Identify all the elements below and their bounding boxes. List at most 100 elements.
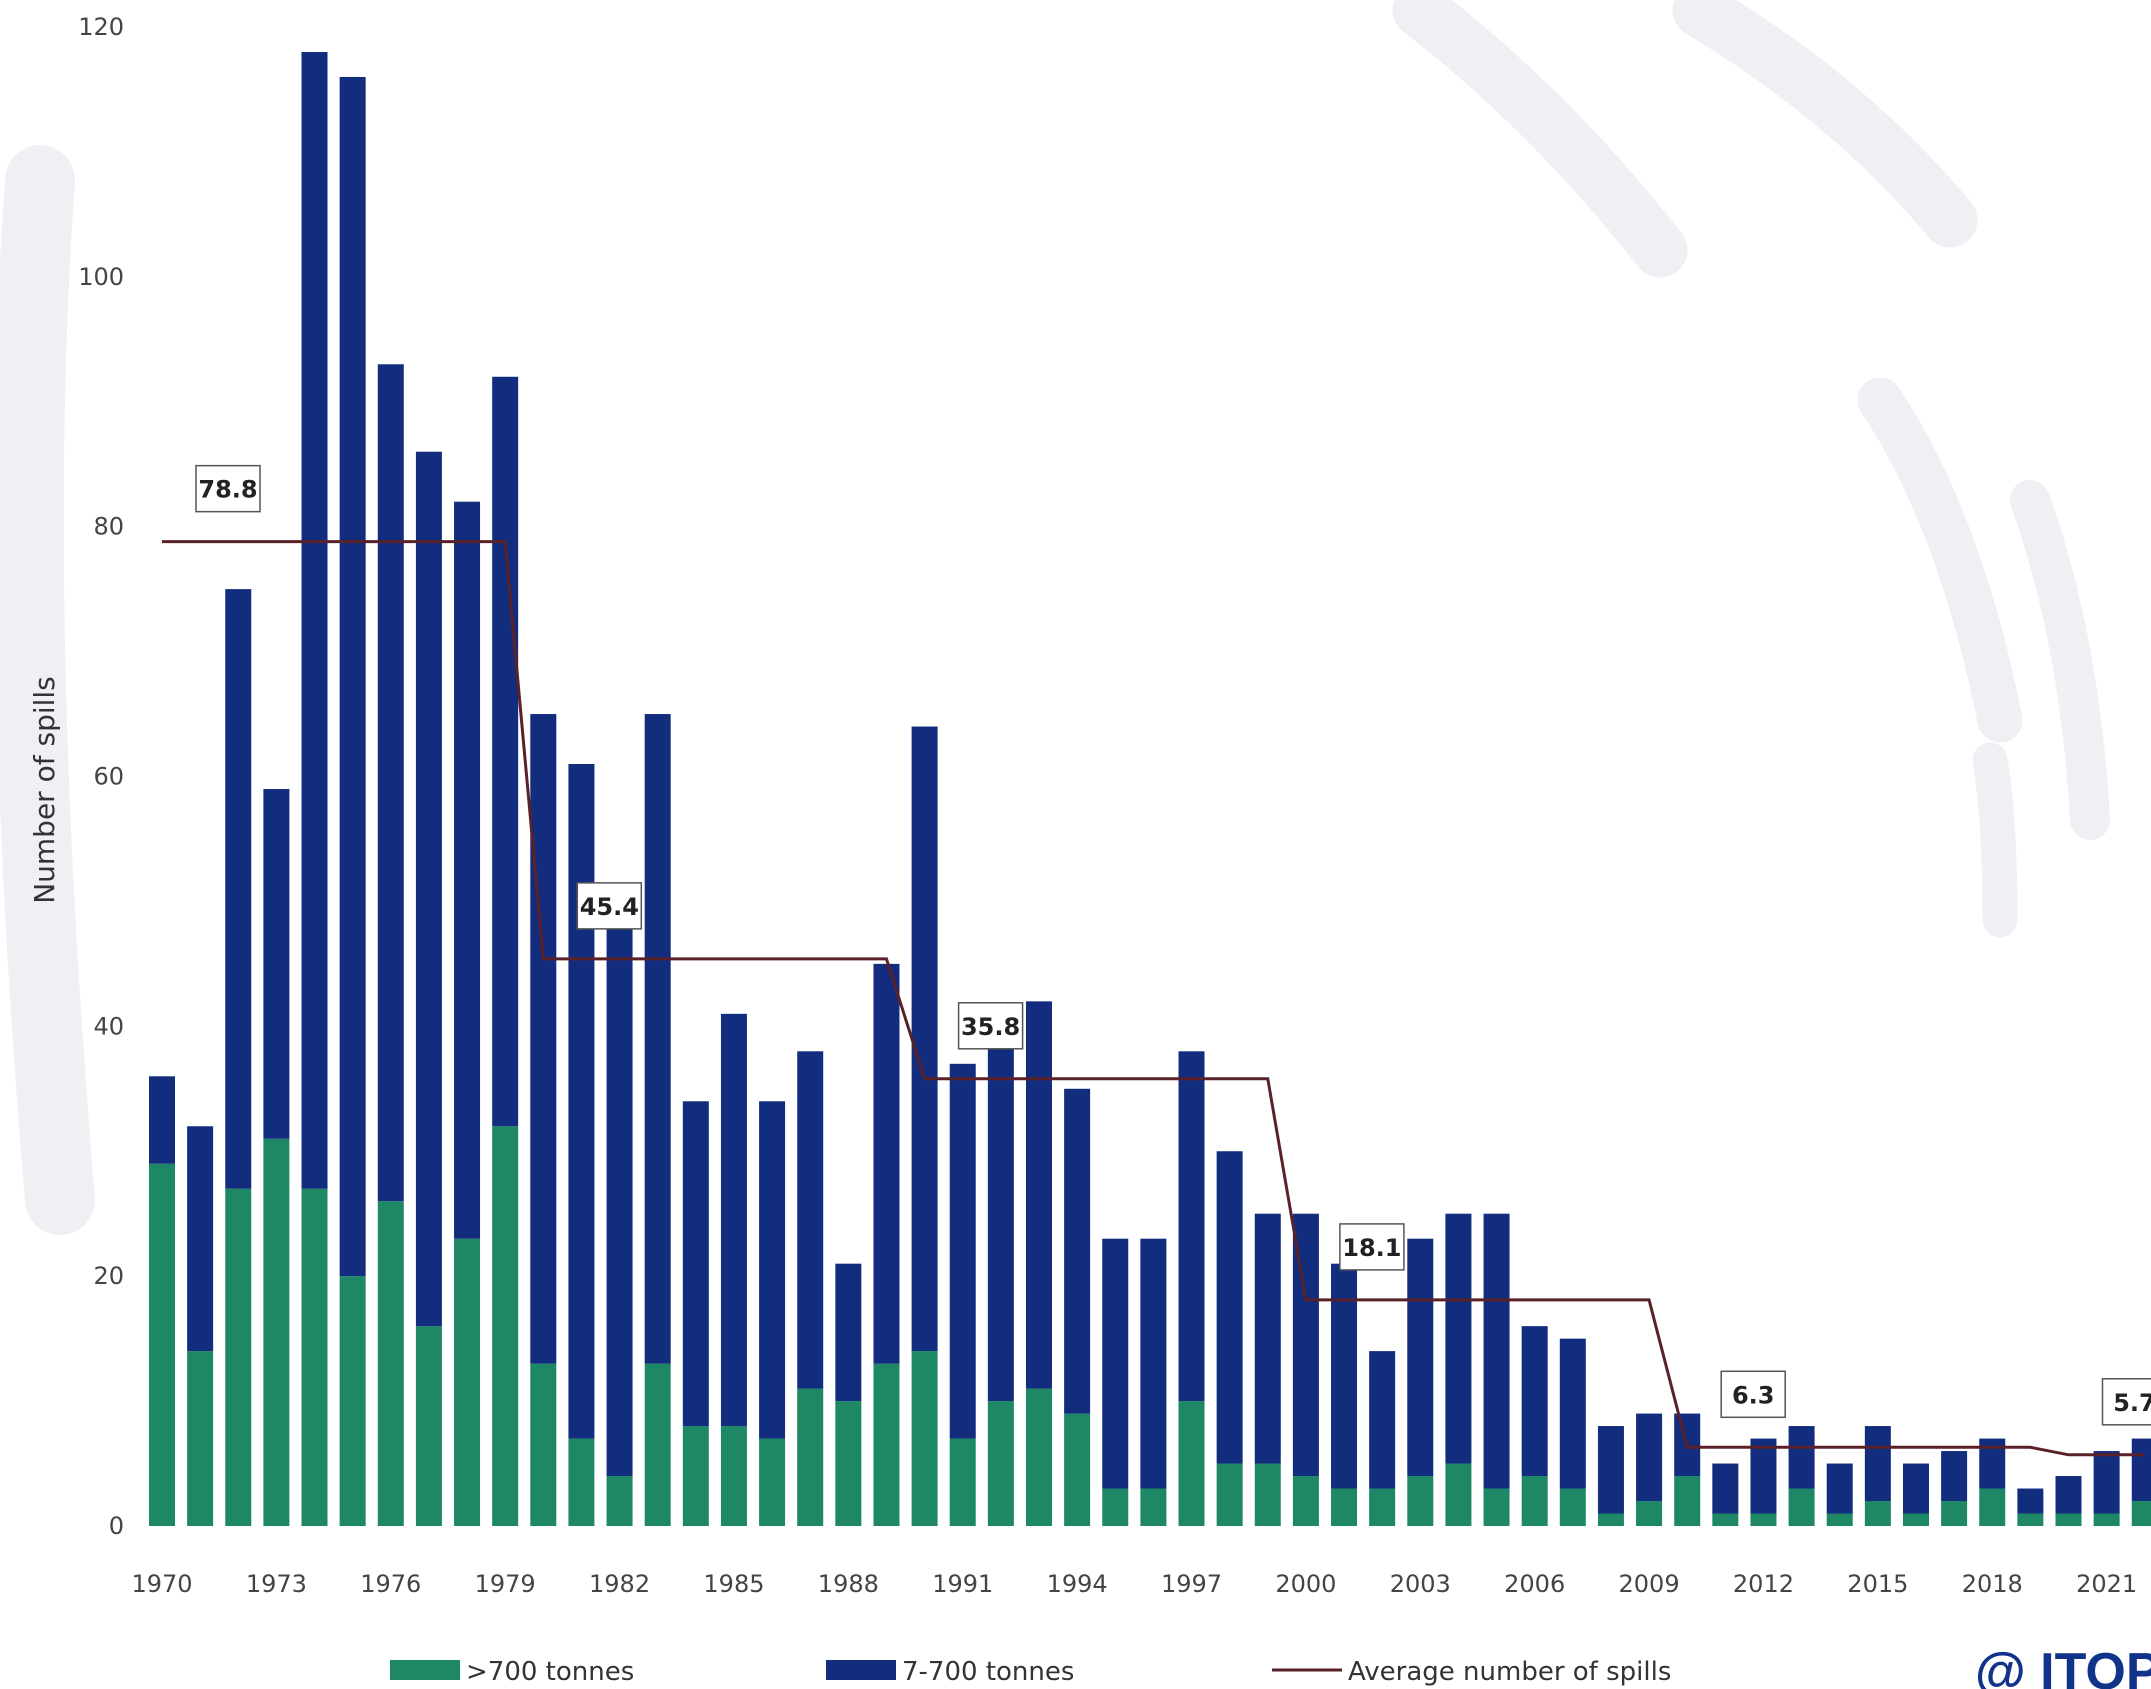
average-label-box [195,464,261,513]
bar-over-700-1981 [568,1438,595,1526]
background-watermark [0,0,2110,1235]
bar-7-700-1992 [987,1013,1014,1402]
bar-over-700-2003 [1407,1476,1434,1526]
average-label-text: 6.3 [1732,1381,1775,1409]
average-label-2: 35.8 [957,1002,1024,1050]
legend-label: 7-700 tonnes [902,1657,1074,1687]
bar-over-700-1996 [1140,1488,1167,1526]
watermark-arc-2 [1672,0,1978,248]
bar-over-700-1975 [339,1276,366,1526]
average-label-5: 5.7 [2101,1378,2151,1426]
bar-7-700-1972 [225,589,252,1189]
average-label-3: 18.1 [1339,1223,1405,1271]
x-tick-label: 2018 [1962,1570,2023,1598]
bar-over-700-2019 [2017,1513,2044,1526]
bar-7-700-2011 [1712,1463,1739,1514]
bar-over-700-1972 [225,1188,252,1526]
x-tick-label: 1976 [360,1570,421,1598]
y-tick-label: 20 [93,1262,124,1290]
bar-7-700-1997 [1178,1051,1205,1402]
x-tick-label: 1973 [246,1570,307,1598]
legend-item-2: Average number of spills [1272,1657,1671,1687]
bar-7-700-1987 [797,1051,824,1389]
bar-7-700-2001 [1331,1263,1358,1489]
legend-label: >700 tonnes [466,1657,634,1687]
bar-over-700-2008 [1597,1513,1624,1526]
bar-7-700-1974 [301,51,328,1189]
bar-over-700-1989 [873,1363,900,1526]
average-label-4: 6.3 [1720,1370,1786,1419]
bar-over-700-1999 [1254,1463,1281,1526]
bar-7-700-1985 [720,1013,747,1427]
bar-7-700-1973 [263,788,290,1139]
bar-over-700-2006 [1521,1476,1548,1526]
average-label-0: 78.8 [195,464,261,513]
x-tick-label: 2021 [2076,1570,2137,1598]
average-label-text: 78.8 [198,476,257,504]
bar-over-700-2000 [1292,1476,1319,1526]
bar-7-700-2019 [2017,1488,2044,1514]
bar-7-700-1999 [1254,1213,1281,1464]
y-axis: 0 20 40 60 80 100 120 [78,13,124,1540]
bar-over-700-2017 [1941,1501,1968,1526]
bar-over-700-2010 [1674,1476,1701,1526]
bar-over-700-1973 [263,1138,290,1526]
bar-7-700-2013 [1788,1426,1815,1489]
bar-7-700-2012 [1750,1438,1777,1514]
bar-7-700-2014 [1826,1463,1853,1514]
bar-7-700-2002 [1369,1351,1396,1489]
average-label-box [576,882,643,930]
bar-over-700-1978 [454,1238,481,1526]
bar-over-700-1980 [530,1363,557,1526]
bar-7-700-1993 [1025,1001,1052,1389]
bar-7-700-2017 [1941,1451,1968,1502]
average-label-box [2101,1378,2151,1426]
bar-over-700-1986 [759,1438,786,1526]
watermark-arc-5 [1972,742,2018,938]
average-label-text: 5.7 [2113,1389,2151,1417]
bar-7-700-1986 [759,1101,786,1439]
y-tick-label: 80 [93,513,124,541]
bar-7-700-1998 [1216,1151,1243,1464]
legend: >700 tonnes 7-700 tonnes Average number of… [390,1657,1671,1687]
x-tick-label: 1982 [589,1570,650,1598]
bar-over-700-1974 [301,1188,328,1526]
bar-7-700-1978 [454,501,481,1239]
bar-over-700-2020 [2055,1513,2082,1526]
x-tick-label: 1994 [1047,1570,1108,1598]
bar-7-700-1984 [682,1101,709,1427]
bar-over-700-2005 [1483,1488,1510,1526]
bar-7-700-1991 [949,1063,976,1439]
bar-over-700-1976 [377,1201,404,1526]
bar-7-700-2003 [1407,1238,1434,1477]
x-tick-label: 2003 [1390,1570,1451,1598]
bar-7-700-1990 [911,726,938,1352]
bar-7-700-2004 [1445,1213,1472,1464]
x-tick-label: 1970 [131,1570,192,1598]
bar-over-700-2014 [1826,1513,1853,1526]
bar-over-700-1977 [415,1326,442,1526]
watermark-arc-4 [2010,480,2110,840]
bar-7-700-1971 [187,1126,214,1352]
bar-over-700-1997 [1178,1401,1205,1526]
x-tick-label: 1985 [703,1570,764,1598]
bar-7-700-1982 [606,901,633,1477]
bar-7-700-2005 [1483,1213,1510,1489]
bar-over-700-2001 [1331,1488,1358,1526]
x-tick-label: 2012 [1733,1570,1794,1598]
watermark-arc-1 [1392,0,1688,278]
bar-7-700-1995 [1102,1238,1129,1489]
x-tick-label: 1988 [818,1570,879,1598]
average-label-text: 45.4 [580,893,639,921]
y-tick-label: 60 [93,763,124,791]
watermark-arc-0 [0,145,95,1235]
bar-7-700-1996 [1140,1238,1167,1489]
x-tick-label: 2015 [1847,1570,1908,1598]
average-label-text: 18.1 [1342,1234,1401,1262]
x-tick-label: 1997 [1161,1570,1222,1598]
x-tick-label: 1979 [475,1570,536,1598]
bar-over-700-1984 [682,1426,709,1526]
bar-7-700-2016 [1902,1463,1929,1514]
